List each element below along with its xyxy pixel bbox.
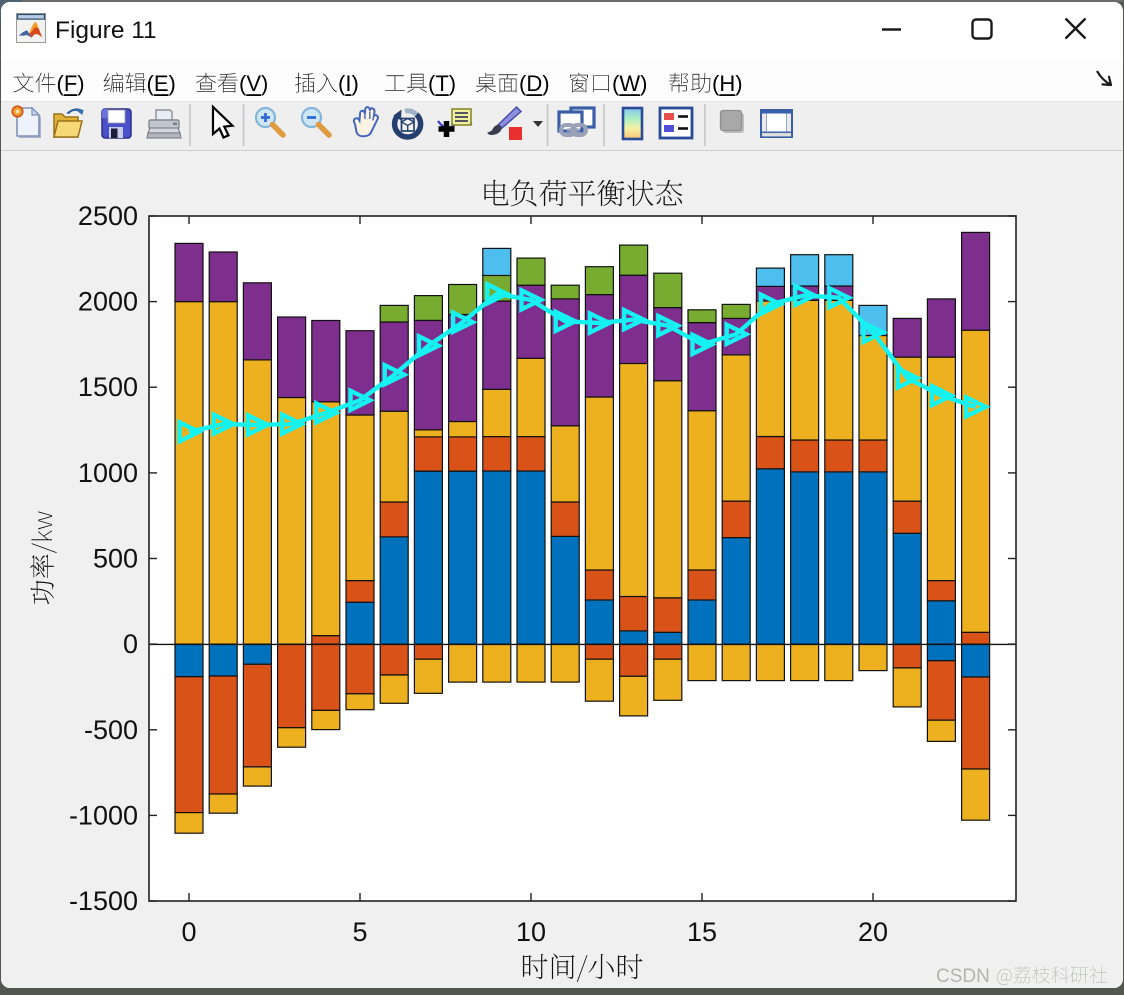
svg-text:500: 500 bbox=[93, 544, 138, 574]
svg-text:-500: -500 bbox=[84, 715, 138, 745]
svg-text:-1000: -1000 bbox=[69, 800, 138, 830]
svg-text:2000: 2000 bbox=[78, 287, 138, 317]
svg-text:1500: 1500 bbox=[78, 372, 138, 402]
svg-text:0: 0 bbox=[181, 917, 196, 947]
svg-text:Figure 11: Figure 11 bbox=[55, 17, 157, 44]
svg-text:2500: 2500 bbox=[78, 201, 138, 231]
svg-text:(D): (D) bbox=[519, 71, 550, 96]
svg-text:(T): (T) bbox=[428, 71, 456, 96]
svg-text:CSDN: CSDN bbox=[936, 966, 990, 987]
svg-text:10: 10 bbox=[516, 917, 546, 947]
svg-text:0: 0 bbox=[123, 629, 138, 659]
svg-text:(F): (F) bbox=[57, 71, 85, 96]
svg-text:-1500: -1500 bbox=[69, 886, 138, 916]
svg-text:15: 15 bbox=[687, 917, 717, 947]
svg-text:(V): (V) bbox=[239, 71, 268, 96]
svg-text:(W): (W) bbox=[612, 71, 647, 96]
svg-text:5: 5 bbox=[352, 917, 367, 947]
svg-text:(H): (H) bbox=[712, 71, 743, 96]
svg-text:(E): (E) bbox=[147, 71, 176, 96]
svg-text:1000: 1000 bbox=[78, 458, 138, 488]
svg-text:(I): (I) bbox=[338, 71, 359, 96]
svg-text:20: 20 bbox=[858, 917, 888, 947]
